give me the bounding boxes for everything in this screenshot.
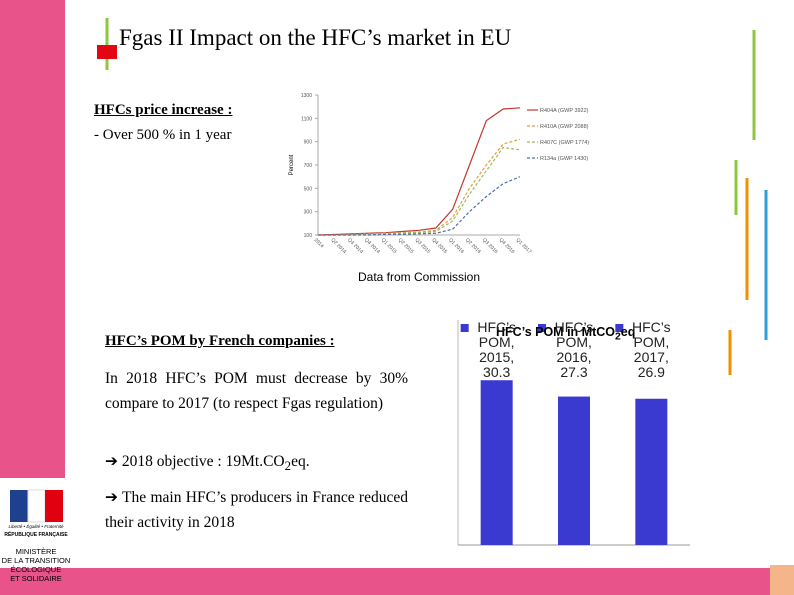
arrow: ➔ — [105, 453, 118, 470]
data-label: HFC’s POM, 2017, 26.9 — [632, 319, 671, 380]
objective: ➔ 2018 objective : 19Mt.CO2eq. — [105, 452, 310, 474]
legend-swatch — [538, 324, 546, 332]
series-line — [318, 176, 521, 236]
source: Data from Commission — [358, 270, 480, 284]
bar-title: HFC’s POM in MtCO2eq — [496, 325, 635, 343]
data-label: HFC’s POM, 2015, 30.3 — [477, 319, 516, 380]
data-label-value: 27.3 — [560, 364, 588, 380]
x-tick-label: Q2 2014 — [329, 237, 347, 255]
series-line — [318, 138, 521, 236]
x-tick-label: Q1 2016 — [447, 237, 465, 255]
ministry: MINISTÈRE — [16, 547, 57, 556]
x-tick-label: Q3 2015 — [414, 237, 432, 255]
x-tick-label: 2014 — [313, 237, 325, 249]
objective-text: 2018 objective : 19Mt.CO — [121, 453, 285, 470]
legend-label: R404A (GWP 3922) — [540, 108, 589, 114]
arrow: ➔ — [105, 489, 118, 506]
pom-heading: HFC’s POM by French companies : — [105, 333, 335, 349]
x-tick-label: Q3 2014 — [346, 237, 364, 255]
data-label-series: HFC’s POM — [632, 319, 671, 350]
y-tick-label: 100 — [304, 233, 313, 239]
legend-label: R134a (GWP 1430) — [540, 156, 588, 162]
bar-title-text: eq — [620, 325, 636, 339]
y-tick-label: 1100 — [301, 116, 312, 122]
republic: RÉPUBLIQUE FRANÇAISE — [4, 530, 68, 538]
objective-text: eq. — [291, 453, 310, 470]
y-tick-label: 300 — [304, 210, 313, 216]
bar — [558, 396, 590, 545]
legend-swatch — [460, 324, 469, 332]
y-tick-label: 1300 — [301, 93, 312, 99]
x-tick-label: Q3 2016 — [481, 237, 499, 255]
producers: ➔ The main HFC’s producers in France red… — [105, 485, 408, 535]
data-label-category: 2016 — [556, 349, 588, 365]
pom-text: In 2018 HFC’s POM must decrease by 30% c… — [105, 370, 408, 412]
ministry: ET SOLIDAIRE — [10, 574, 62, 583]
data-label-category: 2017 — [633, 349, 665, 365]
data-label-series: HFC’s POM — [477, 319, 516, 350]
data-label-value: 30.3 — [483, 364, 511, 380]
bar-title-text: HFC’s POM in MtCO — [496, 325, 615, 339]
y-tick-label: 700 — [304, 163, 313, 169]
title-mark — [97, 45, 117, 59]
bottom-band — [0, 568, 794, 595]
x-tick-label: Q4 2015 — [430, 237, 448, 255]
y-tick-label: 500 — [304, 186, 313, 192]
x-tick-label: Q1 2015 — [380, 237, 398, 255]
bar — [480, 380, 513, 545]
price-heading: HFCs price increase : — [94, 102, 233, 118]
data-label-category: 2015 — [479, 349, 511, 365]
data-label: HFC’s POM, 2016, 27.3 — [554, 319, 594, 380]
ministry: ÉCOLOGIQUE — [11, 565, 61, 574]
ministry: DE LA TRANSITION — [2, 556, 71, 565]
bar — [635, 398, 668, 545]
legend-label: R407C (GWP 1774) — [540, 140, 589, 146]
x-tick-label: Q4 2014 — [363, 237, 381, 255]
legend-label: R410A (GWP 2088) — [540, 124, 589, 130]
bar-title-sub: 2 — [614, 331, 621, 343]
series-line — [317, 107, 521, 236]
data-label-value: 26.9 — [637, 364, 665, 380]
data-label-series: HFC’s POM — [554, 319, 594, 350]
x-tick-label: Q4 2016 — [498, 237, 516, 255]
flag-white — [27, 489, 46, 523]
flag-red — [45, 490, 63, 522]
y-tick-label: 900 — [304, 140, 313, 146]
y-axis-label: Percent — [289, 154, 295, 175]
x-tick-label: Q1 2017 — [515, 237, 533, 255]
objective-sub: 2 — [284, 458, 292, 474]
slide-title: Fgas II Impact on the HFC’s market in EU — [119, 25, 512, 50]
series-line — [318, 146, 521, 236]
motto: Liberté • Égalité • Fraternité — [9, 523, 64, 529]
corner — [770, 565, 794, 595]
flag-blue — [10, 490, 28, 522]
x-tick-label: Q2 2015 — [397, 237, 415, 255]
legend-swatch — [615, 324, 624, 332]
producers-text: The main HFC’s producers in France reduc… — [105, 489, 408, 531]
price-text: - Over 500 % in 1 year — [94, 127, 232, 143]
x-tick-label: Q2 2016 — [464, 237, 482, 255]
